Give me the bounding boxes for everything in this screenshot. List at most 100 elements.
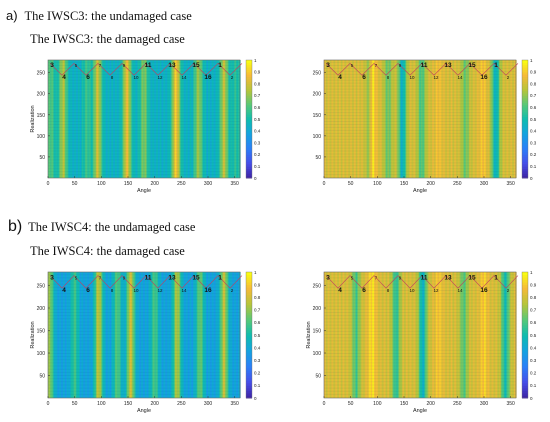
heatmap-column [426, 272, 429, 398]
colorbar-step [522, 137, 528, 141]
heatmap-column [105, 60, 108, 178]
heatmap-column [156, 60, 159, 178]
heatmap-column [398, 60, 401, 178]
colorbar-step [522, 144, 528, 148]
heatmap-column [193, 60, 195, 178]
heatmap-column [112, 272, 114, 398]
colorbar-step [522, 302, 528, 306]
heatmap-column [217, 60, 220, 178]
heatmap-column [452, 60, 454, 178]
colorbar-step [246, 377, 252, 381]
heatmap-column [120, 60, 123, 178]
y-tick-label: 150 [37, 329, 46, 335]
heatmap-column [497, 272, 500, 398]
heatmap-column [132, 60, 134, 178]
annotation-bottom-12: 12 [433, 75, 439, 80]
heatmap-column [459, 60, 462, 178]
heatmap-column [498, 272, 501, 398]
heatmap-column [363, 272, 366, 398]
heatmap-column [122, 60, 125, 178]
colorbar-step [246, 161, 252, 165]
annotation-bottom-6: 6 [86, 287, 90, 294]
y-tick-label: 100 [313, 351, 322, 357]
heatmap-column [161, 60, 163, 178]
heatmap-column [59, 60, 62, 178]
colorbar-step [522, 123, 528, 127]
heatmap-column [475, 272, 478, 398]
heatmap-column [197, 60, 199, 178]
colorbar-step [246, 173, 252, 177]
heatmap-column [112, 60, 114, 178]
annotation-bottom-4: 4 [62, 74, 66, 81]
heatmap-column [234, 60, 237, 178]
heatmap-column [414, 272, 417, 398]
heatmap-column [501, 272, 503, 398]
colorbar-step [246, 284, 252, 288]
heatmap-column [164, 60, 166, 178]
heatmap-column [369, 60, 372, 178]
heatmap-column [346, 60, 349, 178]
x-axis-label: Angle [413, 408, 427, 414]
x-tick-label: 350 [506, 181, 515, 187]
heatmap-column [364, 60, 367, 178]
heatmap-column [200, 60, 203, 178]
colorbar-step [522, 324, 528, 328]
annotation-top-5: 5 [75, 276, 78, 281]
zigzag-line [325, 62, 519, 76]
x-tick-label: 150 [124, 401, 133, 407]
heatmap-column [168, 272, 171, 398]
colorbar-tick-label: 0.1 [254, 164, 261, 169]
y-tick-label: 50 [315, 374, 321, 380]
heatmap-column [92, 272, 95, 398]
y-tick-label: 250 [313, 71, 322, 77]
heatmap-column [182, 272, 185, 398]
colorbar-tick-label: 0.2 [530, 152, 537, 157]
heatmap-column [93, 272, 96, 398]
colorbar-tick-label: 0.7 [530, 93, 537, 98]
heatmap-column [370, 60, 373, 178]
heatmap-column [376, 60, 378, 178]
heatmap-column [410, 60, 413, 178]
heatmap-column [406, 272, 408, 398]
heatmap-column [142, 60, 145, 178]
heatmap-column [170, 272, 173, 398]
heatmap-column [151, 272, 154, 398]
heatmap-column [166, 272, 169, 398]
heatmap-column [420, 60, 422, 178]
heatmap-column [137, 60, 140, 178]
colorbar-step [522, 335, 528, 339]
heatmap-column [129, 60, 131, 178]
colorbar-step [246, 309, 252, 313]
annotation-top-3: 3 [50, 275, 54, 282]
heatmap-column [438, 272, 440, 398]
heatmap-column [83, 60, 85, 178]
heatmap-column [134, 60, 137, 178]
heatmap-column [367, 60, 370, 178]
heading-b-line1: The IWSC4: the undamaged case [28, 220, 196, 234]
heatmap-column [178, 272, 180, 398]
heatmap-column [453, 60, 455, 178]
zigzag-line [325, 275, 519, 289]
heatmap-panel-b-left: 3 5 7 9 11 13 15 14 6 8 10 12 14 16 20 50 100 150 200 250 30… [30, 270, 261, 414]
heatmap-column [125, 272, 128, 398]
heatmap-column [370, 272, 373, 398]
colorbar-step [246, 324, 252, 328]
heatmap-column [139, 272, 142, 398]
heatmap-column [167, 272, 170, 398]
heatmap-column [136, 60, 139, 178]
y-tick-label: 250 [313, 284, 322, 290]
heatmap-column [71, 272, 74, 398]
heatmap-column [381, 60, 384, 178]
heatmap-column [481, 272, 484, 398]
colorbar-step [522, 128, 528, 132]
colorbar-step [246, 352, 252, 356]
heatmap-column [426, 60, 429, 178]
heatmap-column [337, 272, 340, 398]
annotation-top-3: 3 [326, 275, 330, 282]
colorbar-tick-label: 1 [530, 270, 533, 275]
heatmap-column [169, 272, 172, 398]
heatmap-column [468, 60, 470, 178]
heatmap-column [360, 60, 362, 178]
colorbar: 0 0.1 0.2 0.3 0.4 0.5 0.6 0.7 0.8 0.9 1 [245, 270, 261, 401]
heatmap-column [81, 60, 83, 178]
